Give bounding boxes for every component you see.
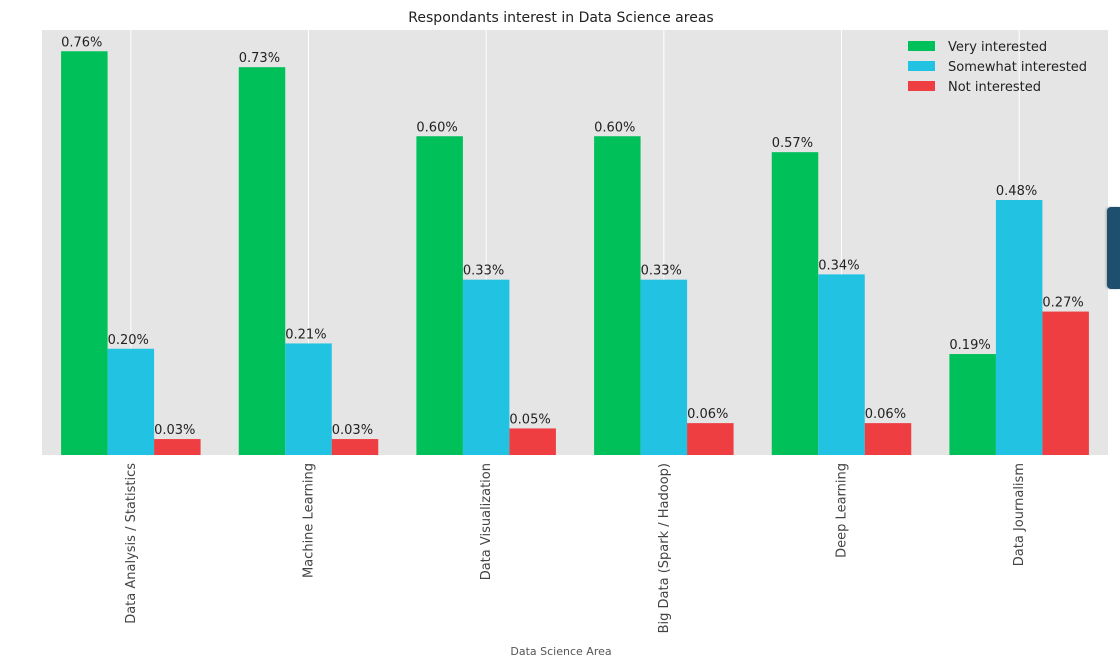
bar [1042, 311, 1089, 455]
legend: Very interested Somewhat interested Not in… [908, 40, 1087, 95]
bar [416, 136, 463, 455]
bar [331, 439, 379, 455]
bar-value-label: 0.34% [818, 258, 859, 273]
bar-value-label: 0.27% [1042, 296, 1083, 311]
bar [771, 152, 819, 455]
bars [61, 51, 1089, 455]
bar-value-label: 0.06% [865, 407, 906, 422]
side-panel-tab[interactable] [1107, 207, 1120, 289]
legend-swatch [908, 41, 935, 51]
bar-value-label: 0.73% [239, 51, 280, 66]
bar [238, 67, 286, 455]
bar [995, 200, 1043, 455]
x-tick-label: Data Visualization [479, 463, 494, 580]
bar [864, 423, 912, 455]
bar-value-label: 0.20% [108, 333, 149, 348]
bar-value-label: 0.76% [61, 35, 102, 50]
bar-value-label: 0.03% [332, 423, 373, 438]
x-tick-label: Deep Learning [835, 463, 850, 558]
bar [61, 51, 108, 455]
legend-label: Very interested [948, 40, 1047, 55]
bar [640, 279, 688, 455]
x-axis-label: Data Science Area [510, 645, 611, 658]
legend-label: Not interested [948, 80, 1041, 95]
bar [509, 428, 556, 455]
bar-value-label: 0.03% [154, 423, 195, 438]
bar-value-label: 0.60% [594, 120, 635, 135]
x-tick-label: Big Data (Spark / Hadoop) [657, 463, 672, 633]
bar-value-label: 0.19% [949, 338, 990, 353]
x-tick-label: Data Journalism [1012, 463, 1027, 566]
bar [107, 348, 155, 455]
legend-label: Somewhat interested [948, 60, 1087, 75]
bar [285, 343, 332, 455]
bar-value-label: 0.48% [996, 184, 1037, 199]
bar-value-label: 0.57% [772, 136, 813, 151]
bar-value-label: 0.21% [285, 327, 326, 342]
bar [687, 423, 734, 455]
bar-labels: 0.76% 0.20% 0.03% 0.73% 0.21% 0.03% 0.60% 0.33%… [61, 35, 1084, 438]
bar [462, 279, 510, 455]
bar [594, 136, 641, 455]
bar-value-label: 0.06% [687, 407, 728, 422]
legend-swatch [908, 61, 935, 71]
legend-swatch [908, 81, 935, 91]
bar-value-label: 0.60% [416, 120, 457, 135]
bar [818, 274, 865, 455]
bar-value-label: 0.33% [641, 264, 682, 279]
bar [154, 439, 201, 455]
x-tick-label: Data Analysis / Statistics [124, 463, 139, 624]
x-tick-label: Machine Learning [302, 463, 317, 578]
bar-value-label: 0.05% [509, 412, 550, 427]
bar-value-label: 0.33% [463, 264, 504, 279]
bar [949, 354, 996, 455]
chart-title: Respondants interest in Data Science are… [408, 10, 713, 26]
x-tick-labels: Data Analysis / Statistics Machine Learni… [124, 463, 1027, 634]
plot-area [42, 30, 1108, 455]
